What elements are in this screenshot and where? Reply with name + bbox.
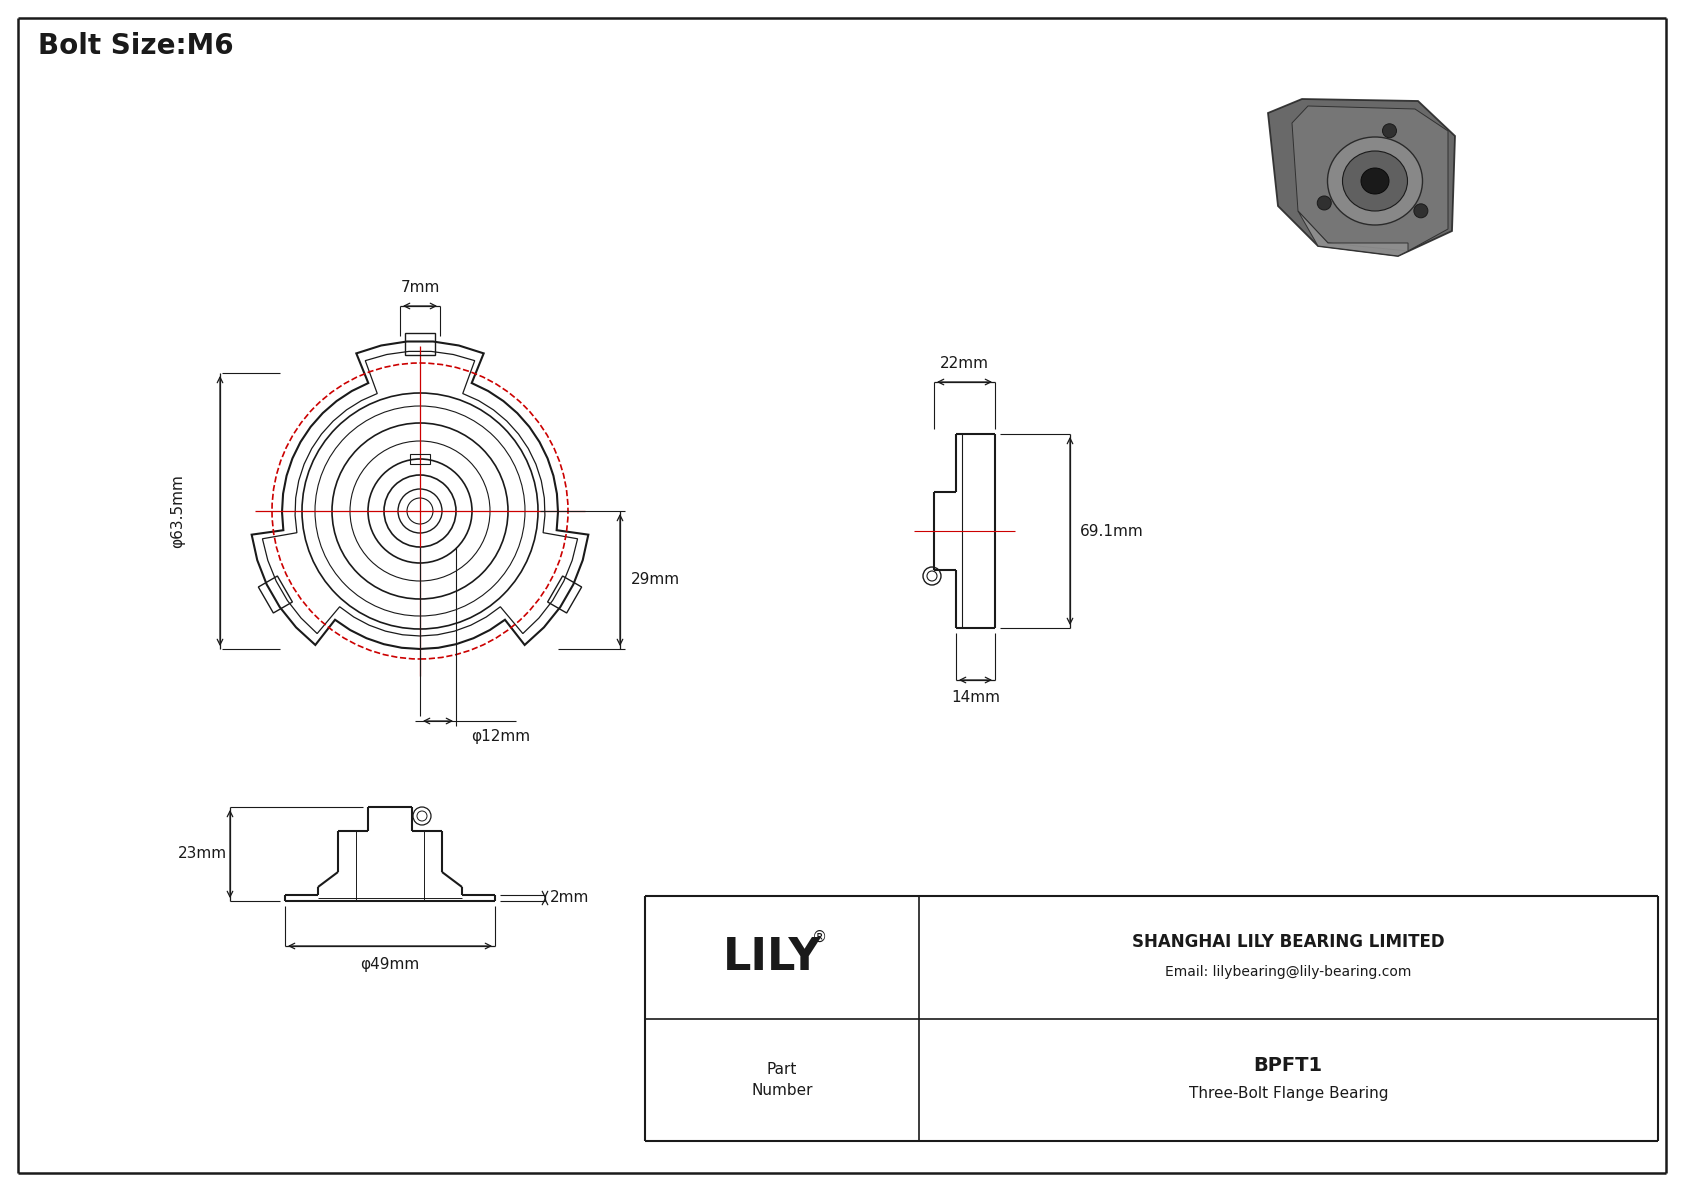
Polygon shape [1292,106,1448,251]
Text: 29mm: 29mm [630,573,680,587]
Text: 2mm: 2mm [551,891,589,905]
Text: φ63.5mm: φ63.5mm [170,474,185,548]
Text: 22mm: 22mm [940,356,989,372]
Text: SHANGHAI LILY BEARING LIMITED: SHANGHAI LILY BEARING LIMITED [1132,934,1445,952]
Text: 69.1mm: 69.1mm [1079,524,1143,538]
Text: Part
Number: Part Number [751,1061,812,1098]
Text: ®: ® [812,930,827,944]
Bar [404,333,434,355]
Text: BPFT1: BPFT1 [1253,1056,1324,1075]
Text: Three-Bolt Flange Bearing: Three-Bolt Flange Bearing [1189,1086,1388,1102]
Ellipse shape [1342,151,1408,211]
Polygon shape [1268,99,1455,256]
Text: Email: lilybearing@lily-bearing.com: Email: lilybearing@lily-bearing.com [1165,965,1411,979]
Text: 14mm: 14mm [951,691,1000,705]
Circle shape [1383,124,1396,138]
Text: φ49mm: φ49mm [360,956,419,972]
Bar [409,454,429,464]
Ellipse shape [1361,168,1389,194]
Bar [258,576,293,613]
Bar [547,576,581,613]
Text: 23mm: 23mm [177,847,227,861]
Ellipse shape [1327,137,1423,225]
Text: φ12mm: φ12mm [472,730,530,744]
Circle shape [1415,204,1428,218]
Circle shape [1317,197,1332,210]
Text: 7mm: 7mm [401,281,440,295]
Text: Bolt Size:M6: Bolt Size:M6 [39,32,234,60]
Text: LILY: LILY [722,936,822,979]
Polygon shape [1298,211,1408,256]
